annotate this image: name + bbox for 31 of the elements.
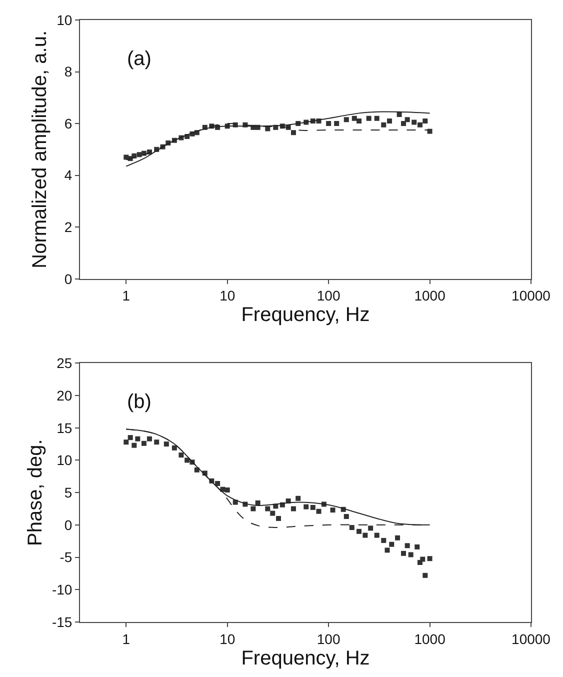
y-tick-label: 0 [64, 270, 72, 287]
x-tick-label: 10000 [512, 288, 551, 304]
y-axis-title: Normalized amplitude, a.u. [29, 30, 52, 268]
y-tick-label: -10 [52, 582, 72, 598]
y-tick-label: 15 [56, 420, 72, 436]
y-tick-label: 2 [64, 218, 72, 235]
x-axis-title: Frequency, Hz [241, 304, 370, 326]
x-tick-label: 100 [316, 630, 340, 647]
y-tick-label: 20 [56, 387, 72, 404]
y-tick-label: 8 [64, 64, 72, 80]
x-axis-title: Frequency, Hz [241, 647, 370, 670]
annotation: (a) [127, 48, 152, 70]
y-tick-label: 4 [64, 167, 72, 184]
y-axis-title: Phase, deg. [24, 439, 46, 546]
x-tick-label: 1 [122, 288, 130, 304]
x-tick-label: 100 [316, 288, 340, 304]
x-tick-label: 10 [220, 288, 236, 304]
x-tick-label: 1000 [414, 288, 446, 304]
y-tick-label: 6 [64, 115, 72, 132]
x-tick-label: 10 [220, 630, 236, 647]
y-tick-label: 10 [56, 452, 72, 468]
y-tick-label: 0 [64, 516, 72, 533]
y-tick-label: 5 [64, 484, 72, 500]
y-tick-label: -15 [52, 614, 72, 630]
y-tick-label: -5 [60, 549, 72, 566]
annotation: (b) [127, 391, 152, 413]
y-tick-label: 10 [56, 12, 72, 28]
x-tick-label: 10000 [512, 630, 551, 647]
x-tick-label: 1000 [414, 630, 446, 647]
x-tick-label: 1 [122, 630, 130, 647]
y-tick-label: 25 [56, 355, 72, 372]
